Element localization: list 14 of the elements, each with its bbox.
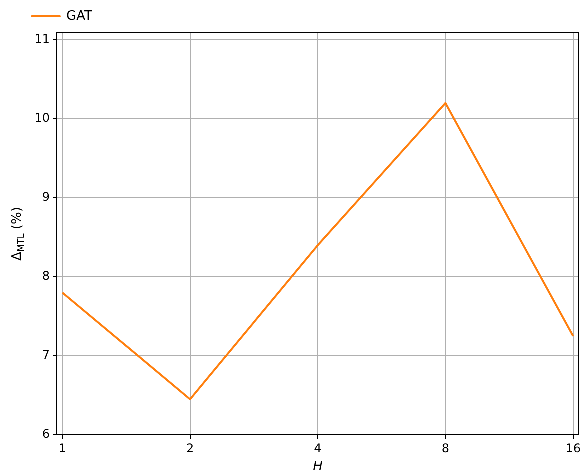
y-axis-title: ΔMTL (%) xyxy=(10,207,27,261)
x-tick-label: 1 xyxy=(58,441,66,456)
x-tick-label: 16 xyxy=(566,441,581,456)
y-tick-label: 8 xyxy=(42,269,50,284)
x-axis-title: H xyxy=(313,460,324,475)
x-tick-label: 2 xyxy=(186,441,194,456)
y-tick-label: 7 xyxy=(42,348,50,362)
y-tick-label: 10 xyxy=(34,111,50,126)
y-tick-label: 6 xyxy=(42,427,50,442)
x-tick-label: 4 xyxy=(314,441,322,456)
legend-label: GAT xyxy=(66,8,92,24)
x-tick-label: 8 xyxy=(442,441,450,456)
y-tick-label: 11 xyxy=(34,32,50,46)
y-tick-label: 9 xyxy=(42,190,50,204)
